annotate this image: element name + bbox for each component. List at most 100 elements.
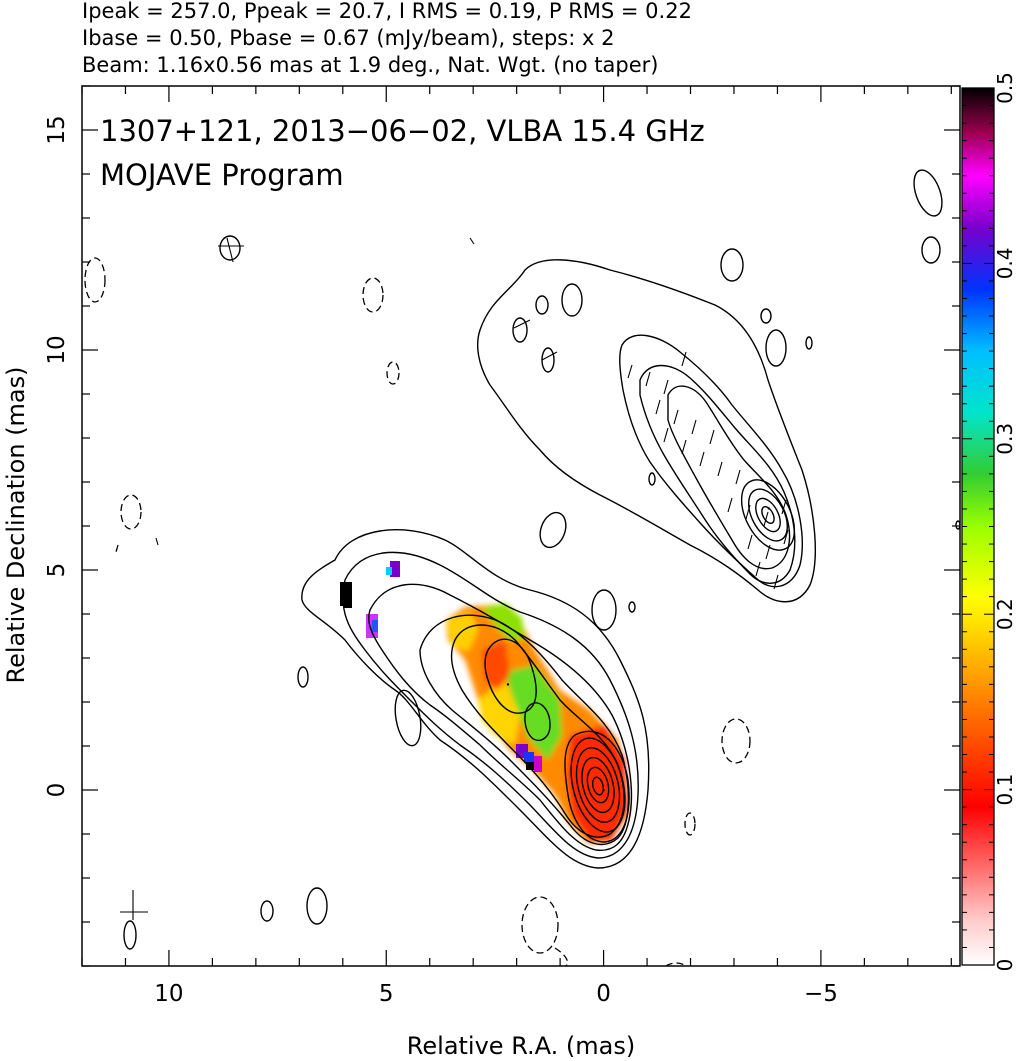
pol-red-jet — [482, 640, 510, 690]
colorbar-tick-label: 0.4 — [993, 247, 1017, 279]
evpa-tick — [717, 461, 723, 477]
neg-contour-8 — [554, 947, 569, 966]
neg-contour-2 — [362, 277, 384, 313]
neg-contour-9 — [115, 544, 119, 553]
evpa-tick — [781, 499, 787, 515]
contour-upper-4 — [667, 385, 791, 570]
colorbar-tick-label: 0.1 — [993, 774, 1017, 806]
plot-frame — [81, 85, 961, 967]
map-title: 1307+121, 2013−06−02, VLBA 15.4 GHz — [100, 114, 705, 148]
evpa-tick — [747, 534, 753, 550]
pol-green-mid — [505, 665, 562, 760]
contour-blob-8 — [535, 295, 549, 315]
pol-pixel-blue-2 — [524, 752, 534, 762]
x-tick-label: 5 — [379, 981, 394, 1007]
contour-blob-7 — [561, 283, 583, 317]
neg-contour-1 — [84, 257, 106, 303]
contour-blob-6 — [805, 336, 813, 350]
evpa-tick — [727, 497, 733, 513]
x-tick-labels: 10 5 0 −5 — [154, 981, 838, 1007]
evpa-tick — [673, 409, 679, 425]
x-tick-label: 10 — [154, 981, 183, 1007]
contour-blob-9 — [512, 317, 528, 343]
contour-blob-16 — [297, 666, 309, 688]
y-tick-label: 0 — [44, 783, 70, 798]
evpa-tick — [627, 364, 633, 379]
contour-core-5 — [586, 766, 610, 804]
colorbar-tick-label: 0.3 — [993, 423, 1017, 455]
contour-blob-1 — [913, 169, 943, 217]
contour-blob-14 — [628, 601, 636, 613]
contour-core-4 — [581, 756, 615, 814]
colorbar-tick-labels: 0 0.1 0.2 0.3 0.4 0.5 — [993, 72, 1017, 971]
evpa-tick — [541, 351, 558, 361]
header-line-peaks: Ipeak = 257.0, Ppeak = 20.7, I RMS = 0.1… — [82, 0, 692, 23]
x-tick-label: −5 — [804, 981, 838, 1007]
evpa-ticks — [120, 237, 789, 920]
evpa-tick — [765, 544, 771, 560]
contour-core-2 — [570, 737, 626, 833]
x-tick-label: 0 — [596, 981, 611, 1007]
pol-pixel-magenta-2 — [390, 561, 400, 577]
contour-upper-7 — [755, 497, 781, 533]
y-tick-labels: 0 5 10 15 — [44, 115, 70, 797]
colorbar-ticks — [962, 87, 994, 966]
contour-upper-2 — [619, 334, 803, 588]
contour-blob-10 — [541, 347, 555, 373]
contour-blob-17 — [394, 689, 422, 747]
evpa-tick — [155, 537, 159, 546]
contour-lower-1 — [301, 529, 650, 869]
neg-contour-5 — [721, 718, 751, 764]
contour-upper-8 — [761, 506, 775, 524]
evpa-tick — [663, 427, 669, 443]
evpa-tick — [469, 237, 475, 245]
evpa-tick — [655, 399, 661, 415]
evpa-tick — [691, 419, 697, 435]
evpa-tick — [681, 351, 687, 367]
header-line-beam: Beam: 1.16x0.56 mas at 1.9 deg., Nat. Wg… — [82, 53, 659, 77]
map-subtitle: MOJAVE Program — [100, 158, 344, 192]
contour-blob-11 — [219, 235, 241, 261]
contour-blob-18 — [306, 887, 328, 925]
contour-blob-4 — [765, 329, 787, 367]
header-line-base: Ibase = 0.50, Pbase = 0.67 (mJy/beam), s… — [82, 26, 615, 50]
evpa-tick — [709, 429, 715, 445]
pol-pixel-magenta-3 — [534, 756, 542, 772]
contour-core-1 — [564, 730, 630, 843]
evpa-tick — [773, 574, 779, 590]
contour-blob-20 — [123, 920, 137, 950]
contour-lower-4 — [419, 614, 630, 846]
y-axis-label: Relative Declination (mas) — [2, 366, 30, 683]
contour-core-6 — [591, 776, 605, 796]
component-marker-inner-jet — [506, 683, 510, 686]
contour-upper-6 — [748, 488, 788, 542]
colorbar-tick-label: 0.5 — [993, 72, 1017, 104]
negative-contours — [84, 257, 751, 966]
intensity-contours — [123, 169, 960, 950]
neg-contour-6 — [684, 812, 696, 836]
contour-blob-13 — [591, 589, 617, 631]
x-axis-label: Relative R.A. (mas) — [407, 1032, 635, 1060]
y-tick-label: 10 — [44, 335, 70, 364]
evpa-tick — [745, 504, 751, 520]
neg-contour-4 — [120, 494, 142, 530]
evpa-tick — [663, 379, 669, 395]
neg-contour-3 — [386, 361, 400, 385]
y-tick-label: 15 — [44, 115, 70, 144]
evpa-tick — [681, 439, 687, 455]
contour-lower-5 — [450, 624, 625, 838]
pol-pixel-black-3 — [526, 762, 534, 770]
contour-lower-7 — [524, 702, 551, 742]
contour-lower-2 — [342, 551, 639, 859]
colorbar-tick-label: 0 — [993, 959, 1017, 972]
evpa-tick — [699, 451, 705, 467]
evpa-tick — [763, 511, 769, 527]
axis-ticks — [81, 85, 960, 967]
contour-blob-21 — [955, 520, 960, 530]
colorbar-tick-label: 0.2 — [993, 598, 1017, 630]
evpa-tick — [645, 371, 651, 387]
contour-blob-3 — [720, 248, 744, 282]
contour-upper-5 — [740, 479, 796, 551]
component-marker-core — [602, 788, 605, 792]
pol-pixel-blue — [372, 620, 378, 632]
